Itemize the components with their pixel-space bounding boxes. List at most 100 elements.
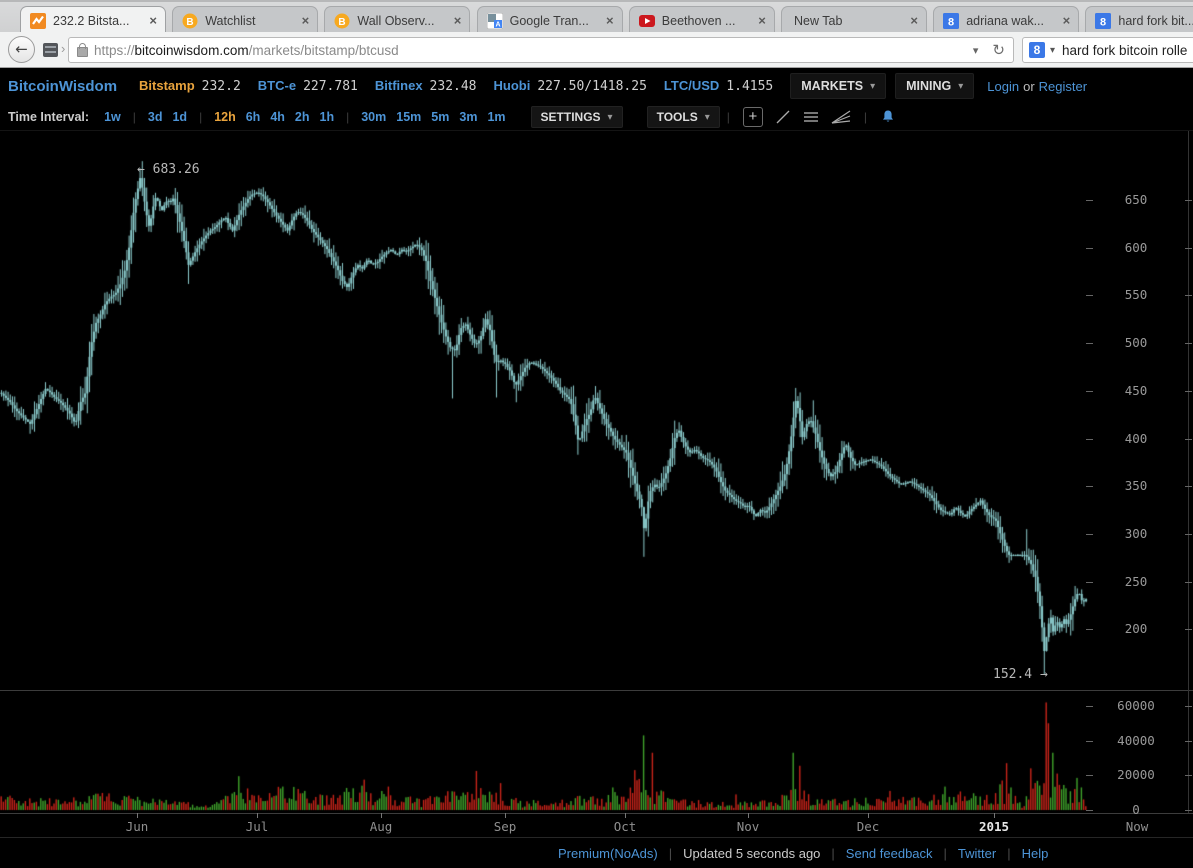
mining-menu-label: MINING [906, 79, 952, 93]
footer-separator: | [668, 845, 673, 861]
alert-bell-icon[interactable] [880, 109, 896, 125]
browser-tab-bar: 232.2 Bitsta... × B Watchlist × B Wall Observ.… [0, 0, 1193, 34]
google-translate-icon: A [486, 12, 503, 29]
ticker-price: 1.4155 [726, 79, 774, 94]
interval-1w[interactable]: 1w [104, 110, 121, 124]
back-icon: ← [15, 40, 28, 58]
bitcoin-icon: B [182, 13, 198, 29]
tab-close-icon[interactable]: × [606, 13, 614, 28]
settings-label: SETTINGS [540, 110, 601, 124]
search-dropdown-icon[interactable]: ▾ [1050, 44, 1056, 56]
settings-button[interactable]: SETTINGS ▾ [530, 106, 623, 128]
interval-6h[interactable]: 6h [245, 110, 261, 124]
interval-2h[interactable]: 2h [294, 110, 310, 124]
tools-label: TOOLS [656, 110, 698, 124]
footer-link[interactable]: Send feedback [845, 845, 933, 861]
svg-text:A: A [495, 21, 500, 28]
browser-tab[interactable]: 232.2 Bitsta... × [20, 6, 166, 34]
browser-tab[interactable]: 8 adriana wak... × [933, 6, 1080, 34]
footer-link[interactable]: Premium(NoAds) [558, 845, 658, 861]
mining-menu-button[interactable]: MINING ▾ [895, 73, 975, 99]
apps-icon[interactable] [43, 43, 58, 57]
chevron-right-icon: › [61, 41, 66, 56]
svg-text:8: 8 [948, 16, 954, 28]
ticker-price: 227.50/1418.25 [537, 79, 647, 94]
tab-close-icon[interactable]: × [910, 13, 918, 28]
interval-12h[interactable]: 12h [214, 110, 236, 124]
url-domain: bitcoinwisdom.com [134, 42, 249, 58]
tab-title: Wall Observ... [357, 13, 435, 28]
markets-menu-label: MARKETS [801, 79, 864, 93]
browser-tab[interactable]: B Watchlist × [172, 6, 319, 34]
exchange-tickers: Bitstamp 232.2 BTC-e 227.781 Bitfinex 232.48 H… [139, 77, 790, 95]
tab-close-icon[interactable]: × [301, 13, 310, 28]
search-query-text: hard fork bitcoin rolle [1062, 42, 1188, 58]
browser-tab[interactable]: New Tab × [781, 6, 927, 34]
interval-4h[interactable]: 4h [270, 110, 285, 124]
footer-links: Premium(NoAds) | Updated 5 seconds ago | Sen… [558, 838, 1048, 868]
google-icon: 8 [1095, 12, 1112, 29]
url-dropdown-icon[interactable]: ▾ [972, 43, 979, 57]
crosshair-icon[interactable]: + [742, 107, 763, 127]
interval-15m[interactable]: 15m [396, 110, 422, 124]
toolbar-separator: | [863, 110, 867, 124]
url-field[interactable]: https:// bitcoinwisdom.com /markets/bits… [68, 37, 1014, 63]
caret-down-icon: ▾ [870, 80, 876, 92]
interval-3m[interactable]: 3m [459, 110, 478, 124]
interval-1d[interactable]: 1d [172, 110, 188, 124]
tab-close-icon[interactable]: × [149, 13, 157, 28]
ticker-exchange-link[interactable]: LTC/USD [663, 78, 720, 93]
url-scheme: https:// [94, 42, 135, 58]
horizontal-lines-icon[interactable] [803, 111, 819, 123]
svg-text:B: B [339, 17, 346, 28]
search-field[interactable]: 8 ▾ hard fork bitcoin rolle [1022, 37, 1193, 63]
url-path: /markets/bitstamp/btcusd [248, 42, 399, 58]
toolbar-separator: | [726, 110, 730, 124]
tab-close-icon[interactable]: × [1062, 13, 1071, 28]
register-link[interactable]: Register [1038, 78, 1088, 94]
tab-close-icon[interactable]: × [758, 13, 766, 28]
tab-close-icon[interactable]: × [453, 13, 462, 28]
ticker-exchange-link[interactable]: Bitstamp [139, 78, 195, 93]
interval-30m[interactable]: 30m [361, 110, 387, 124]
footer-separator: | [943, 845, 947, 861]
footer-link[interactable]: Twitter [957, 845, 997, 861]
interval-1h[interactable]: 1h [319, 110, 335, 124]
chart-toolbar: Time Interval: 1w | 3d 1d | 12h 6h 4h 2h 1h | 30m 15… [0, 104, 1193, 131]
interval-1m[interactable]: 1m [487, 110, 506, 124]
fib-fan-icon[interactable] [831, 110, 851, 124]
markets-menu-button[interactable]: MARKETS ▾ [790, 73, 887, 99]
google-icon: 8 [943, 12, 960, 29]
ticker-exchange-link[interactable]: Huobi [493, 78, 531, 93]
interval-5m[interactable]: 5m [431, 110, 450, 124]
caret-down-icon: ▾ [958, 80, 964, 92]
or-text: or [1023, 78, 1035, 94]
site-logo[interactable]: BitcoinWisdom [8, 77, 118, 95]
search-engine-icon: 8 [1029, 42, 1045, 58]
time-interval-label: Time Interval: [8, 110, 90, 124]
ticker-exchange-link[interactable]: BTC-e [257, 78, 297, 93]
lock-icon [77, 42, 88, 57]
tab-title: New Tab [794, 13, 843, 28]
youtube-icon [638, 13, 655, 29]
back-button[interactable]: ← [8, 36, 35, 63]
interval-3d[interactable]: 3d [147, 110, 163, 124]
bitcoin-icon: B [334, 13, 350, 29]
page-footer: Premium(NoAds) | Updated 5 seconds ago | Sen… [0, 837, 1193, 868]
footer-status-text: Updated 5 seconds ago [683, 845, 821, 861]
browser-tab[interactable]: A Google Tran... × [476, 6, 623, 34]
reload-icon[interactable]: ↻ [992, 41, 1005, 59]
footer-link[interactable]: Help [1021, 845, 1049, 861]
site-header: BitcoinWisdom Bitstamp 232.2 BTC-e 227.781 B… [0, 68, 1193, 104]
browser-tab[interactable]: B Wall Observ... × [324, 6, 471, 34]
ticker-exchange-link[interactable]: Bitfinex [374, 78, 423, 93]
interval-separator: | [199, 110, 203, 124]
trendline-icon[interactable] [775, 109, 791, 125]
tools-button[interactable]: TOOLS ▾ [646, 106, 720, 128]
browser-tab[interactable]: Beethoven ... × [628, 6, 775, 34]
login-link[interactable]: Login [987, 78, 1020, 94]
caret-down-icon: ▾ [607, 111, 613, 123]
